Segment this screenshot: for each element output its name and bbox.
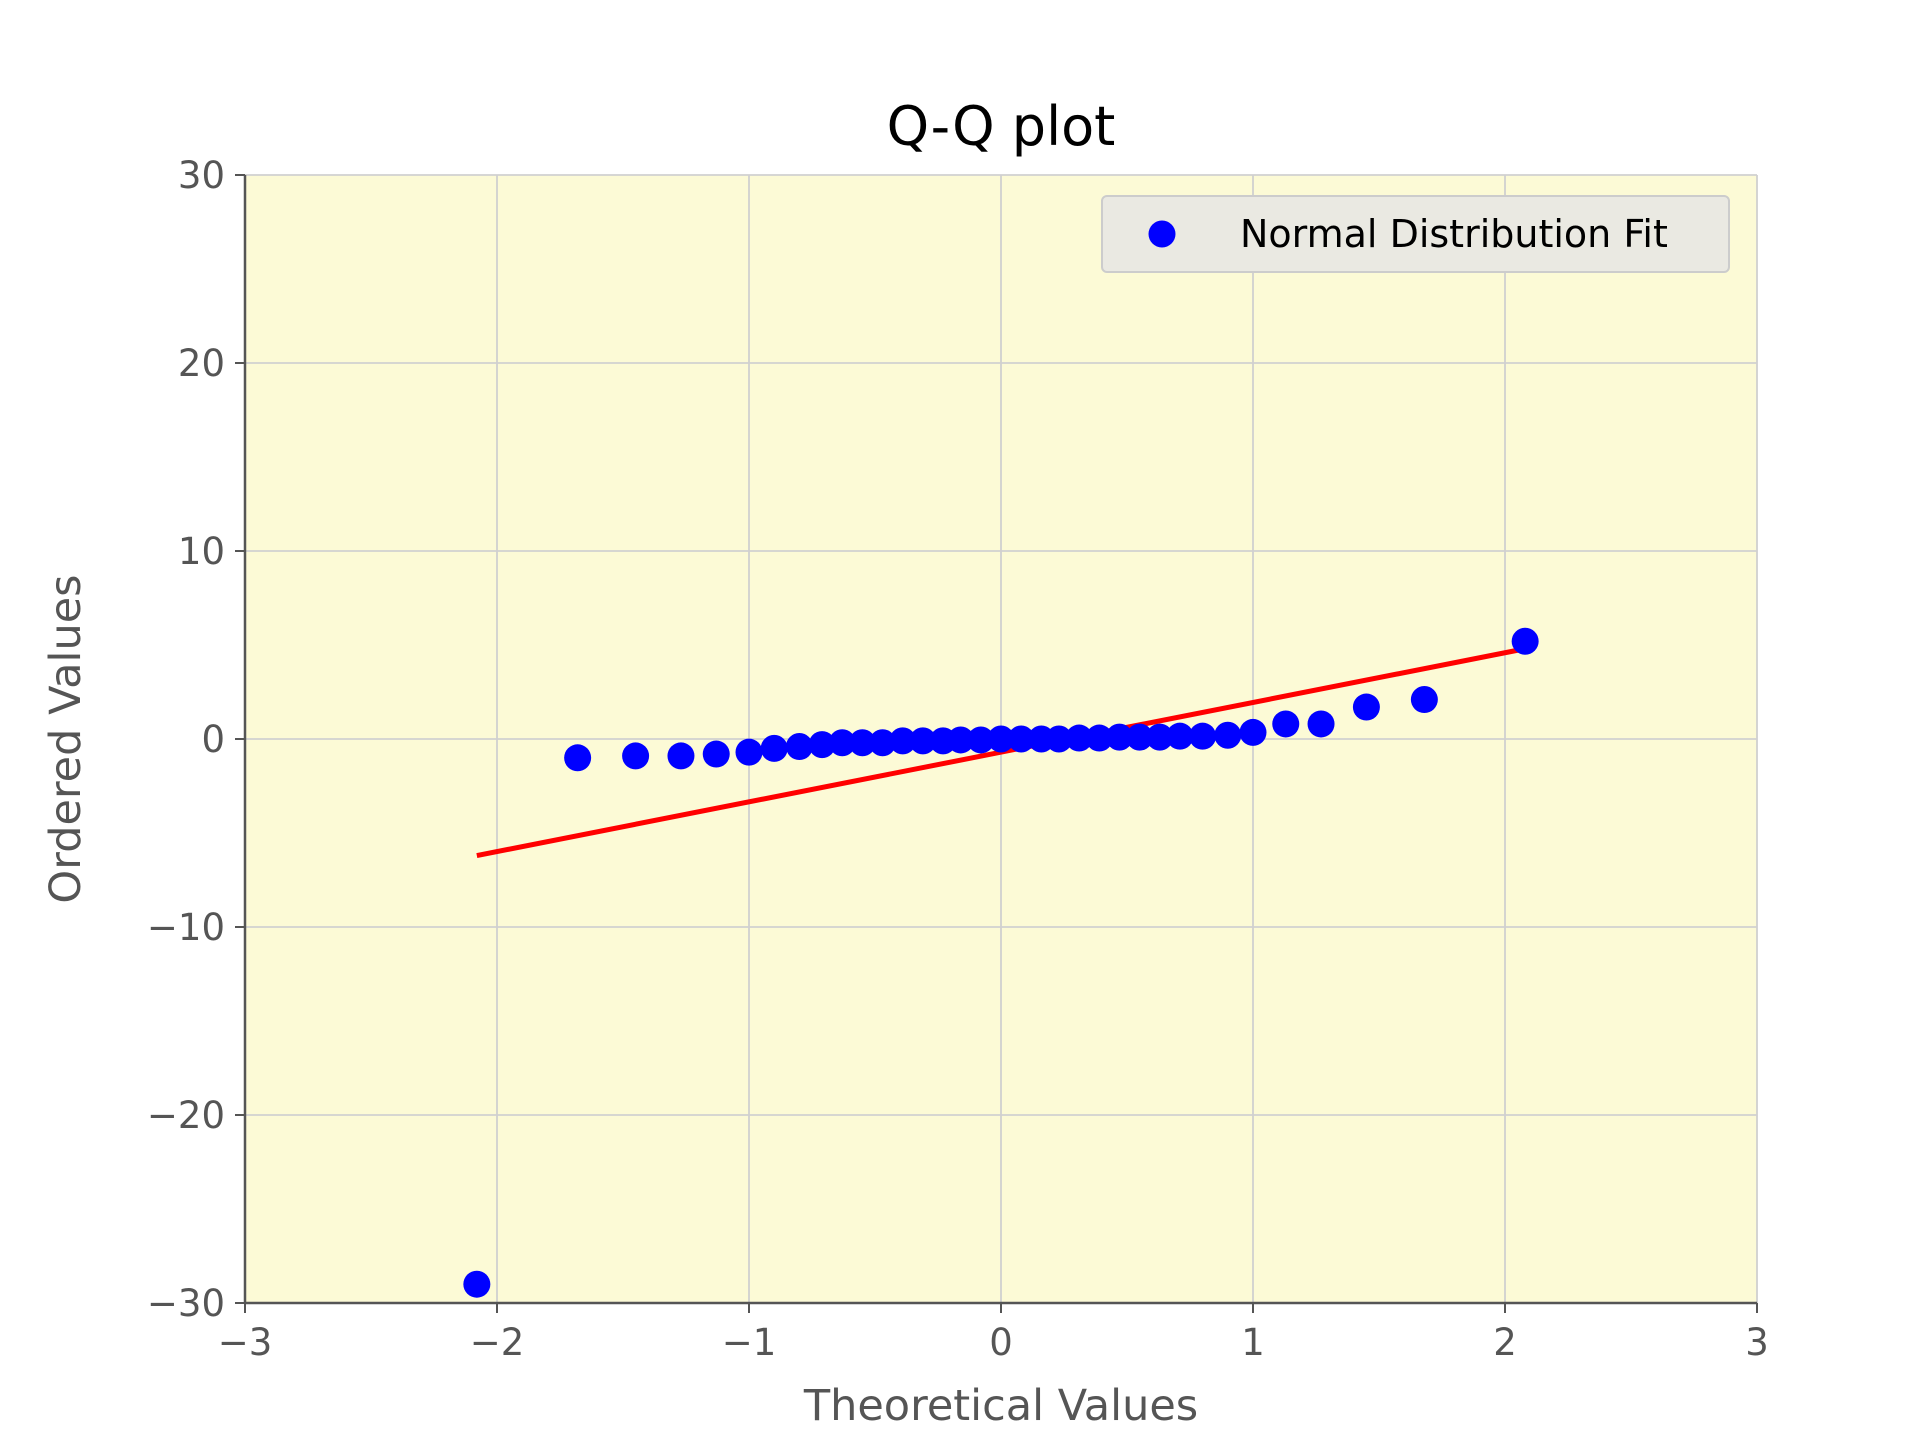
- data-point: [735, 738, 763, 766]
- data-point: [848, 729, 876, 757]
- data-point: [463, 1270, 491, 1298]
- x-tick-label: −3: [218, 1321, 273, 1364]
- data-point: [1085, 724, 1113, 752]
- data-point: [1126, 723, 1154, 751]
- data-point: [622, 742, 650, 770]
- data-point: [785, 733, 813, 761]
- data-point: [947, 726, 975, 754]
- y-tick-label: 0: [201, 718, 225, 761]
- data-point: [702, 740, 730, 768]
- x-tick-label: 2: [1493, 1321, 1517, 1364]
- x-axis-label: Theoretical Values: [803, 1381, 1198, 1431]
- data-point: [1352, 693, 1380, 721]
- data-point: [1105, 723, 1133, 751]
- y-tick-label: 30: [178, 154, 225, 197]
- x-tick-label: 1: [1241, 1321, 1265, 1364]
- data-point: [1214, 721, 1242, 749]
- data-point: [1007, 725, 1035, 753]
- chart-title: Q-Q plot: [887, 95, 1116, 158]
- data-point: [967, 726, 995, 754]
- x-axis-ticks: −3 −2 −1 0 1 2 3: [218, 1303, 1769, 1364]
- y-axis-label: Ordered Values: [41, 574, 91, 903]
- data-point: [564, 744, 592, 772]
- data-point: [889, 727, 917, 755]
- data-point: [1166, 722, 1194, 750]
- data-point: [869, 729, 897, 757]
- data-point: [1189, 722, 1217, 750]
- y-tick-label: −20: [147, 1094, 225, 1137]
- data-point: [1146, 723, 1174, 751]
- data-point: [909, 727, 937, 755]
- x-tick-label: −2: [470, 1321, 525, 1364]
- legend-marker-icon: [1148, 220, 1176, 248]
- x-tick-label: 0: [989, 1321, 1013, 1364]
- y-tick-label: −10: [147, 906, 225, 949]
- data-point: [667, 742, 695, 770]
- y-tick-label: −30: [147, 1282, 225, 1325]
- legend-label: Normal Distribution Fit: [1240, 212, 1668, 256]
- data-point: [1272, 710, 1300, 738]
- legend-box: [1101, 195, 1730, 273]
- data-point: [1239, 718, 1267, 746]
- data-point: [808, 731, 836, 759]
- y-axis-ticks: −30 −20 −10 0 10 20 30: [147, 154, 245, 1325]
- data-point: [1065, 724, 1093, 752]
- data-point: [1307, 710, 1335, 738]
- legend: Normal Distribution Fit: [1101, 195, 1730, 273]
- x-tick-label: 3: [1745, 1321, 1769, 1364]
- data-points: [463, 627, 1539, 1298]
- data-point: [1511, 627, 1539, 655]
- y-tick-label: 20: [178, 342, 225, 385]
- data-point: [1410, 686, 1438, 714]
- data-point: [828, 729, 856, 757]
- x-tick-label: −1: [722, 1321, 777, 1364]
- y-tick-label: 10: [178, 530, 225, 573]
- data-point: [760, 734, 788, 762]
- data-point: [1045, 725, 1073, 753]
- data-point: [987, 725, 1015, 753]
